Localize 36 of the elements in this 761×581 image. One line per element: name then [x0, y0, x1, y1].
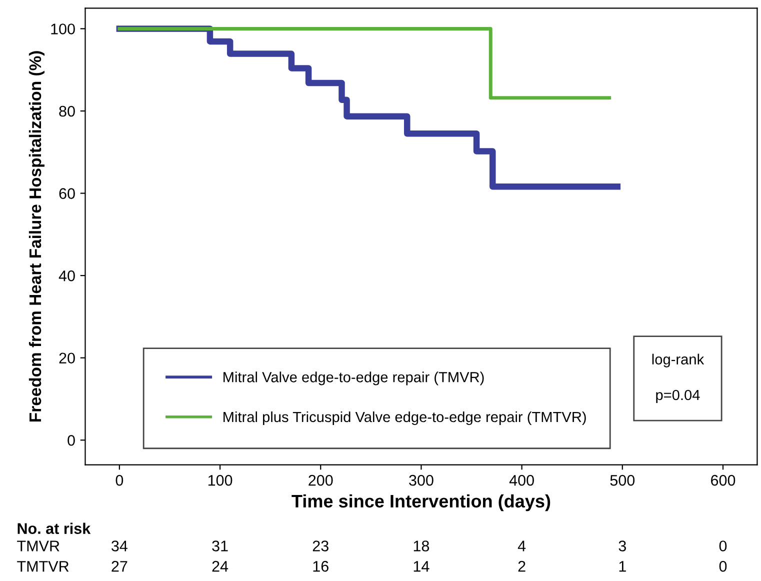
text: 31 — [212, 540, 228, 552]
y-axis-title: Freedom from Heart Failure Hospitalization (%) — [28, 51, 44, 422]
text: 2 — [518, 560, 526, 572]
x-tick-label: 400 — [509, 474, 534, 486]
text: 1 — [619, 561, 626, 572]
y-tick-label: 40 — [58, 270, 75, 282]
legend-label: Mitral plus Tricuspid Valve edge-to-edge repair (TMTVR) — [224, 411, 586, 426]
text: 4 — [518, 540, 526, 552]
text: 24 — [212, 560, 228, 572]
y-tick-label: 80 — [59, 106, 75, 117]
text: 23 — [312, 540, 328, 552]
text: TMVR — [17, 540, 60, 552]
x-tick-label: 500 — [610, 474, 635, 486]
text: 0 — [719, 540, 727, 552]
y-tick-label: 100 — [51, 24, 75, 34]
legend-label: Mitral Valve edge-to-edge repair (TMVR) — [224, 372, 484, 386]
x-tick-label: 300 — [409, 474, 434, 486]
y-tick-label: 0 — [68, 434, 75, 446]
annotation: log-rank — [652, 354, 704, 368]
x-axis-title: Time since Intervention (days) — [292, 494, 550, 512]
y-tick-label: 20 — [59, 352, 75, 364]
text: 0 — [719, 560, 727, 572]
x-tick-label: 100 — [208, 474, 232, 486]
y-tick-label: 60 — [59, 188, 75, 199]
x-tick-label: 0 — [116, 474, 124, 486]
text: 27 — [112, 560, 128, 572]
x-tick-label: 200 — [308, 474, 333, 486]
text: 18 — [414, 540, 430, 552]
x-tick-label: 600 — [711, 474, 736, 486]
text: 34 — [112, 540, 128, 552]
text: TMTVR — [17, 561, 69, 572]
annotation: p=0.04 — [656, 390, 700, 404]
text: 3 — [618, 540, 626, 552]
text: 14 — [414, 561, 430, 572]
text: No. at risk — [18, 522, 91, 534]
text: 16 — [313, 560, 328, 572]
